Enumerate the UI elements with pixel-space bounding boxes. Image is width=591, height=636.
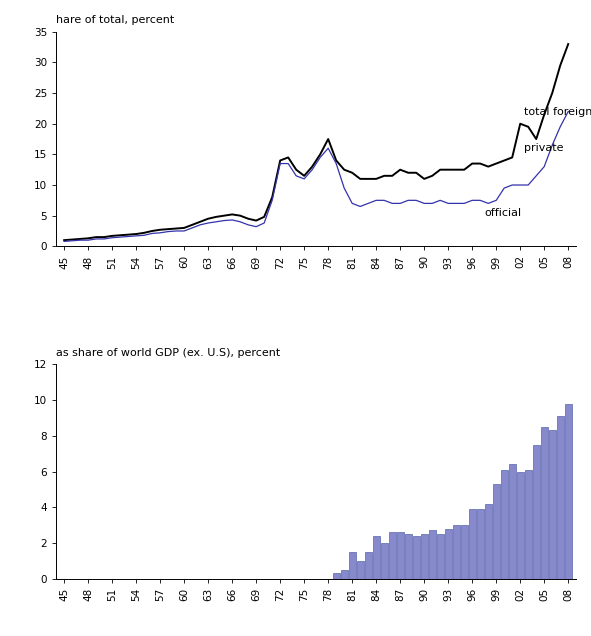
Bar <box>373 536 379 579</box>
Bar <box>541 427 548 579</box>
Bar <box>565 404 571 579</box>
Bar <box>333 574 340 579</box>
Bar <box>405 534 411 579</box>
Bar <box>365 552 372 579</box>
Bar <box>501 470 508 579</box>
Bar <box>485 504 492 579</box>
Bar <box>533 445 540 579</box>
Bar <box>549 431 556 579</box>
Bar <box>397 532 404 579</box>
Text: as share of world GDP (ex. U.S), percent: as share of world GDP (ex. U.S), percent <box>56 348 280 358</box>
Bar <box>557 416 564 579</box>
Bar <box>509 464 515 579</box>
Bar <box>445 529 452 579</box>
Bar <box>421 534 428 579</box>
Bar <box>453 525 460 579</box>
Bar <box>341 570 348 579</box>
Bar <box>525 470 532 579</box>
Bar <box>469 509 476 579</box>
Bar <box>389 532 395 579</box>
Text: private: private <box>524 143 564 153</box>
Bar <box>357 561 363 579</box>
Bar <box>429 530 436 579</box>
Bar <box>493 484 499 579</box>
Bar <box>477 509 483 579</box>
Bar <box>349 552 356 579</box>
Text: official: official <box>484 207 521 218</box>
Bar <box>461 525 467 579</box>
Bar <box>517 471 524 579</box>
Bar <box>381 543 388 579</box>
Text: hare of total, percent: hare of total, percent <box>56 15 174 25</box>
Bar <box>437 534 444 579</box>
Text: total foreign: total foreign <box>524 107 591 116</box>
Bar <box>413 536 420 579</box>
